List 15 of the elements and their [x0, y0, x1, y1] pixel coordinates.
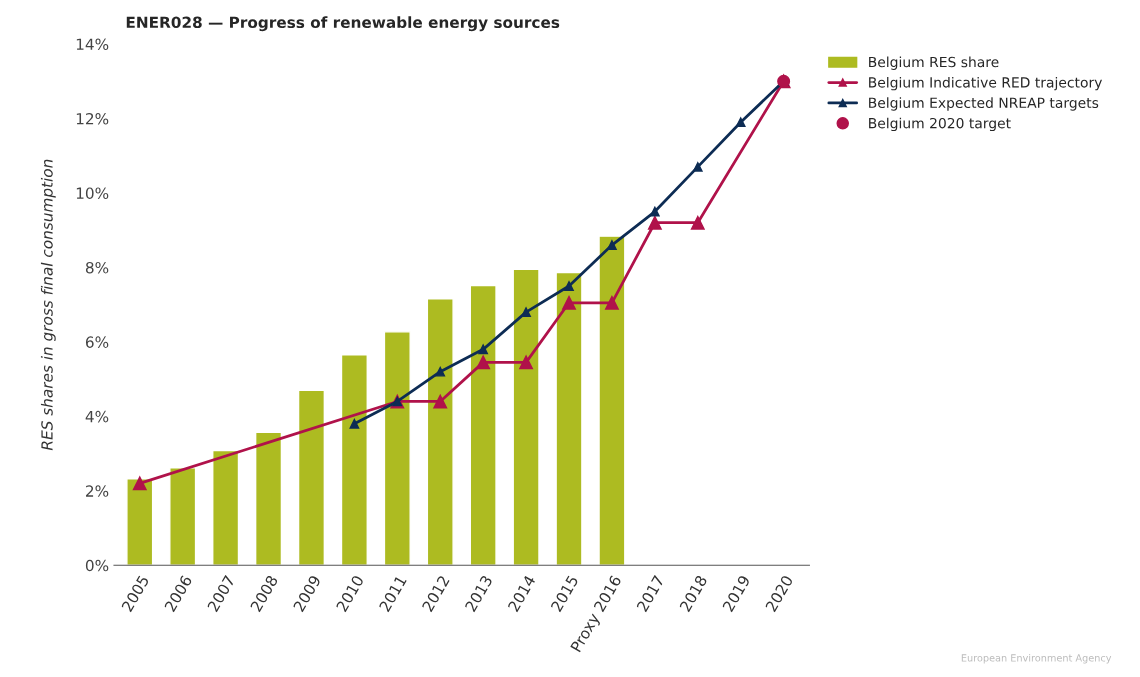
- y-tick-label: 4%: [85, 410, 109, 423]
- y-tick-label: 10%: [76, 187, 109, 199]
- y-tick-label: 12%: [76, 112, 109, 125]
- legend-label: Belgium Indicative RED trajectory: [869, 76, 1102, 91]
- y-tick-label: 6%: [85, 336, 109, 348]
- text: European Environment Agency: [961, 654, 1112, 664]
- y-tick-label: 14%: [76, 38, 109, 51]
- y-axis-title: RES shares in gross final consumption: [40, 159, 56, 451]
- y-tick-label: 8%: [85, 261, 109, 274]
- legend-label: Belgium 2020 target: [869, 117, 1011, 132]
- y-tick-label: 2%: [86, 485, 109, 497]
- y-tick-label: 0%: [85, 559, 109, 572]
- legend-label: Belgium Expected NREAP targets: [869, 97, 1099, 111]
- legend-label: Belgium RES share: [869, 56, 999, 70]
- chart-title: ENER028 — Progress of renewable energy sources: [126, 16, 560, 32]
